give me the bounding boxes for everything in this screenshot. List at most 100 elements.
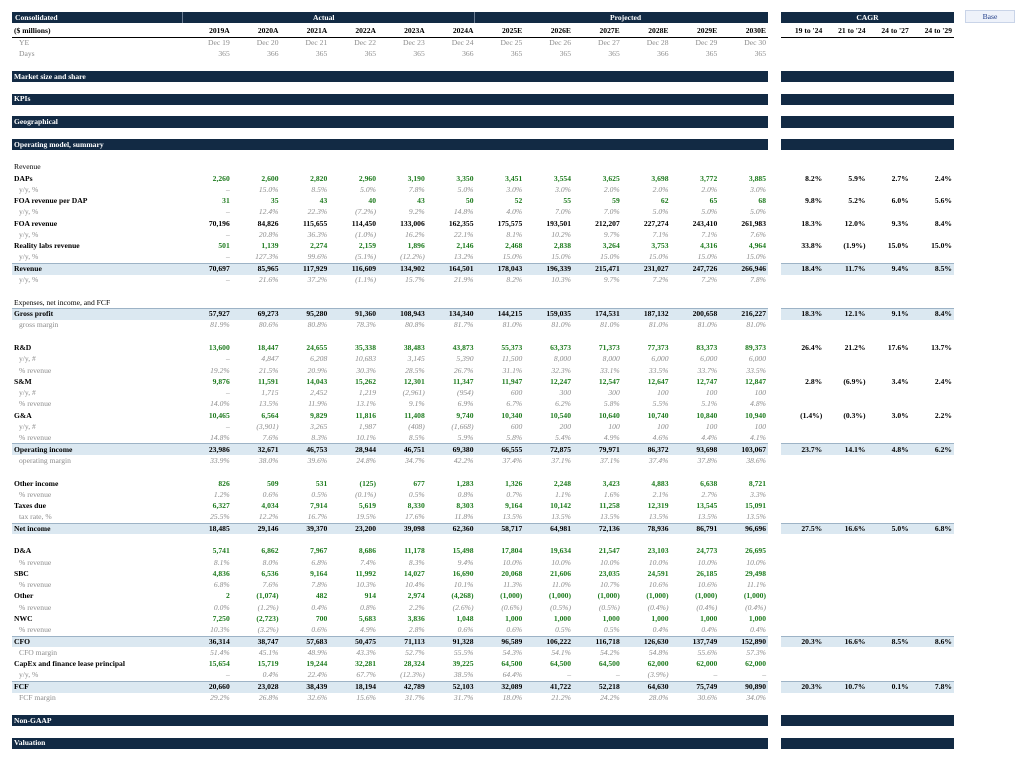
value-cell: 10.0%: [697, 557, 718, 567]
value-cell: 3.0%: [555, 184, 571, 194]
value-cell: 75,749: [670, 680, 720, 693]
blank-cell: [232, 128, 281, 139]
value-cell: 7.0%: [603, 207, 620, 217]
value-cell: 7.0%: [555, 207, 571, 217]
blank-cell: [671, 331, 720, 342]
value-cell: 115,655: [302, 218, 328, 228]
cagr-cell: [868, 331, 911, 342]
value-cell: 16.2%: [405, 229, 425, 239]
value-cell: 10,840: [696, 410, 718, 420]
row-revenue: % revenue 0.0% (1.2%) 0.4% 0.8% 2.2% (2.6%) (0.…: [12, 602, 768, 613]
cagr-cell: [824, 500, 867, 511]
value-cell: –: [225, 388, 230, 398]
value-cell: 0.5%: [603, 625, 620, 635]
value-cell: 1,283: [456, 478, 474, 488]
year-header: 2026E: [524, 26, 573, 38]
blank-cell: [524, 726, 573, 737]
blank-cell: [329, 162, 378, 173]
cagr-cell: [868, 105, 911, 116]
cagr-cell: [911, 82, 954, 93]
value-cell: 1,139: [261, 241, 279, 251]
value-cell: 6.8%: [213, 580, 230, 590]
value-cell: 10.6%: [697, 580, 718, 590]
value-cell: 3,885: [748, 173, 766, 183]
value-cell: 914: [364, 591, 376, 601]
value-cell: 4.4%: [701, 433, 718, 443]
value-cell: 0.6%: [262, 489, 279, 499]
value-cell: 247,726: [670, 262, 720, 275]
value-cell: 33.9%: [210, 455, 230, 465]
value-cell: 5.0%: [457, 184, 474, 194]
value-cell: 0.8%: [457, 489, 474, 499]
cagr-cell: [824, 591, 867, 602]
row-capex-and-finance-lease-principal-cagr: [781, 659, 954, 670]
cagr-cell: [911, 320, 954, 331]
value-cell: 52: [514, 196, 523, 206]
cagr-cell: [824, 150, 867, 161]
value-cell: 99.6%: [307, 252, 328, 262]
value-cell: 12,319: [647, 501, 669, 511]
cagr-cell: [824, 388, 867, 399]
value-cell: 20.9%: [307, 365, 328, 375]
divider: [474, 12, 475, 23]
value-cell: 12,847: [745, 376, 766, 386]
cagr-value: 7.8%: [910, 680, 954, 693]
blank-cell: [573, 467, 622, 478]
row-label-cfo: CFO: [12, 635, 183, 648]
cagr-cell: [868, 421, 911, 432]
value-cell: 21.9%: [453, 275, 474, 285]
value-cell: 3,836: [407, 614, 425, 624]
blank-cell: [476, 297, 525, 308]
value-cell: 91,328: [426, 635, 476, 648]
blank-cell: [281, 60, 330, 71]
days-cell: 365: [413, 49, 425, 59]
value-cell: 57,683: [280, 635, 330, 648]
cagr-cell: [911, 331, 954, 342]
ye-cell: Dec 21: [305, 38, 328, 48]
blank-cell: [183, 128, 232, 139]
row-y-y-cagr: [781, 670, 954, 681]
blank-cell: [476, 150, 525, 161]
value-cell: 23,035: [598, 568, 620, 578]
row-revenue-cagr: [781, 365, 954, 376]
row-label-foa-revenue-per-dap: FOA revenue per DAP: [14, 196, 88, 206]
cagr-value: 2.8%: [805, 376, 823, 386]
value-cell: 2,274: [310, 241, 328, 251]
value-cell: 43: [319, 196, 328, 206]
value-cell: 30.3%: [356, 365, 376, 375]
value-cell: 10,465: [208, 410, 230, 420]
cagr-cell: [824, 489, 867, 500]
blank-cell: [378, 534, 427, 545]
value-cell: 0.0%: [213, 602, 230, 612]
blank-cell: [329, 82, 378, 93]
value-cell: 64.4%: [502, 670, 523, 680]
value-cell: 32.6%: [307, 693, 328, 703]
value-cell: (4,268): [451, 591, 474, 601]
value-cell: 51.4%: [210, 647, 230, 657]
cagr-cell: [911, 500, 954, 511]
days-cell: 366: [657, 49, 669, 59]
cagr-cell: [781, 388, 824, 399]
value-cell: 17,804: [501, 546, 523, 556]
blank-cell: [329, 105, 378, 116]
value-cell: –: [225, 229, 230, 239]
value-cell: (0.4%): [696, 602, 718, 612]
value-cell: 54.1%: [551, 647, 571, 657]
value-cell: 15.0%: [600, 252, 620, 262]
row-revenue: % revenue 14.8% 7.6% 8.3% 10.1% 8.5% 5.9% 5.8% 5…: [12, 433, 768, 444]
row-operating-income-cagr: 23.7% 14.1% 4.8% 6.2%: [781, 443, 954, 456]
row-cfo-margin: CFO margin 51.4% 45.1% 48.9% 43.3% 52.7% 55.5%…: [12, 647, 768, 658]
cagr-cell: [824, 613, 867, 624]
row-revenue: % revenue 14.0% 13.5% 11.9% 13.1% 9.1% 6.9% 6.7…: [12, 399, 768, 410]
value-cell: 200: [559, 422, 571, 432]
blank-cell: [232, 297, 281, 308]
scenario-button[interactable]: Base: [965, 10, 1015, 23]
revenue-heading: Revenue: [14, 162, 41, 172]
value-cell: 41,722: [524, 680, 573, 693]
divider: [182, 12, 183, 23]
value-cell: 0.4%: [652, 625, 669, 635]
value-cell: 13.5%: [600, 512, 620, 522]
value-cell: 10.0%: [502, 557, 523, 567]
row-label-reality-labs-revenue: Reality labs revenue: [14, 241, 80, 251]
ye-cell: Dec 24: [451, 38, 474, 48]
